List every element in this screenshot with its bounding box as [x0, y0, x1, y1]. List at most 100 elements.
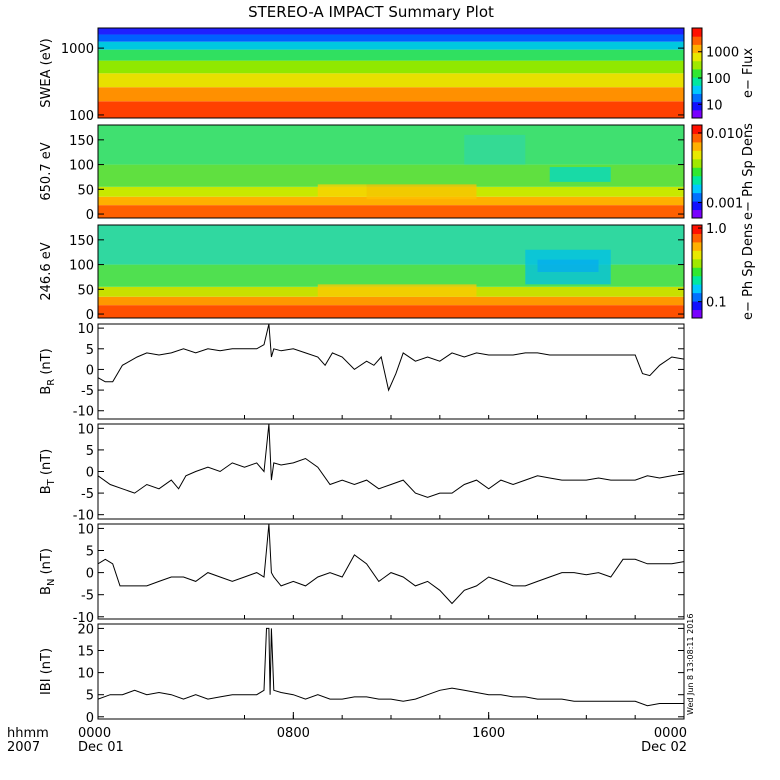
time-axis: hhmm 2007: [7, 726, 49, 755]
panel-frame: [97, 623, 685, 720]
y-tick-label: -10: [73, 611, 94, 626]
spectrogram-band: [98, 49, 684, 61]
y-axis-label: BT (nT): [39, 449, 57, 495]
spectrogram-patch: [525, 249, 611, 285]
spectrogram-patch: [464, 134, 526, 165]
colorbar-swatch: [692, 85, 702, 94]
colorbar-frame: [691, 27, 703, 119]
panel-frame: [97, 523, 685, 620]
time-unit-label: hhmm: [7, 726, 49, 741]
colorbar-swatch: [692, 101, 702, 111]
panel-frame: [97, 423, 685, 520]
y-tick-label: 100: [69, 159, 94, 174]
y-tick-label: -5: [81, 384, 94, 399]
y-tick-label: 0: [86, 308, 94, 323]
panel-frame: [97, 323, 685, 420]
spectrogram-band: [98, 60, 684, 74]
colorbar-label: e− Ph Sp Dens: [741, 223, 756, 320]
spectrogram-band: [98, 41, 684, 50]
spectrogram-band: [98, 296, 684, 306]
colorbar-tick-label: 0.001: [706, 197, 743, 212]
colorbar-swatch: [692, 167, 702, 177]
y-tick-label: 1000: [61, 42, 94, 57]
colorbar-swatch: [692, 292, 702, 302]
colorbar-swatch: [692, 201, 702, 211]
spectrogram-pad246: [98, 225, 684, 318]
colorbar-frame: [691, 124, 703, 219]
y-axis-label: IBI (nT): [39, 648, 54, 695]
spectrogram-band: [98, 34, 684, 42]
x-tick-label: 0000: [78, 726, 111, 741]
y-axis-label: BR (nT): [39, 348, 57, 394]
x-tick-sublabel: Dec 02: [641, 740, 687, 755]
panel-frame: [97, 27, 685, 119]
colorbar-label: e− Flux: [741, 48, 756, 98]
y-tick-label: 15: [77, 645, 94, 660]
colorbar-swatch: [692, 241, 702, 251]
colorbar-swatch: [692, 209, 702, 219]
colorbar-swatch: [692, 44, 702, 54]
colorbar-swatch: [692, 267, 702, 277]
spectrogram-patch: [366, 184, 477, 200]
panel-frame: [97, 224, 685, 319]
spectrogram-swea: [98, 28, 684, 118]
series-line-bn: [98, 524, 684, 605]
spectrogram-band: [98, 87, 684, 102]
y-tick-label: 10: [77, 667, 94, 682]
colorbar-swatch: [692, 93, 702, 103]
timestamp-note: Wed Jun 8 13:08:11 2016: [686, 614, 695, 716]
spectrogram-band: [98, 205, 684, 218]
y-tick-label: 5: [86, 343, 94, 358]
series-line-bmag: [98, 627, 684, 707]
colorbar-swatch: [692, 141, 702, 151]
colorbar-swea: [691, 27, 703, 119]
spectrogram-band: [98, 164, 684, 187]
colorbar-swatch: [692, 250, 702, 260]
y-tick-label: 0: [86, 466, 94, 481]
colorbar-tick-label: 1.0: [706, 222, 727, 237]
y-tick-label: 0: [86, 363, 94, 378]
plot-title: STEREO-A IMPACT Summary Plot: [248, 3, 494, 21]
colorbar-tick-label: 100: [706, 72, 731, 87]
colorbar-swatch: [692, 184, 702, 194]
colorbar-tick-label: 0.1: [706, 296, 727, 311]
y-axis-label: SWEA (eV): [39, 38, 54, 107]
y-tick-label: 150: [69, 234, 94, 249]
colorbar-swatch: [692, 52, 702, 62]
y-tick-label: 5: [86, 444, 94, 459]
spectrogram-band: [98, 73, 684, 88]
x-tick-label: 0800: [277, 726, 310, 741]
colorbar-swatch: [692, 28, 702, 37]
panel-frame: [97, 124, 685, 219]
colorbar-swatch: [692, 77, 702, 86]
x-tick-label: 1600: [472, 726, 505, 741]
colorbar-swatch: [692, 158, 702, 168]
colorbar-swatch: [692, 284, 702, 294]
y-tick-label: 10: [77, 522, 94, 537]
y-tick-label: 150: [69, 134, 94, 149]
colorbar-swatch: [692, 133, 702, 143]
colorbar-swatch: [692, 225, 702, 234]
y-axis-label: 246.6 eV: [39, 242, 54, 300]
y-tick-label: 0: [86, 711, 94, 726]
colorbar-swatch: [692, 309, 702, 319]
y-tick-label: 20: [77, 622, 94, 637]
y-tick-label: 5: [86, 545, 94, 560]
spectrogram-band: [98, 28, 684, 35]
colorbar-tick-label: 0.010: [706, 127, 743, 142]
y-tick-label: 50: [77, 283, 94, 298]
colorbar-pad246: [691, 224, 703, 319]
colorbar-swatch: [692, 60, 702, 70]
colorbar-swatch: [692, 109, 702, 119]
colorbar-swatch: [692, 175, 702, 185]
spectrogram-band: [98, 305, 684, 318]
colorbar-swatch: [692, 258, 702, 268]
y-axis-label: BN (nT): [39, 548, 57, 595]
y-tick-label: -10: [73, 405, 94, 420]
y-tick-label: 100: [69, 259, 94, 274]
colorbar-swatch: [692, 125, 702, 134]
y-tick-label: 0: [86, 208, 94, 223]
y-tick-label: 0: [86, 567, 94, 582]
